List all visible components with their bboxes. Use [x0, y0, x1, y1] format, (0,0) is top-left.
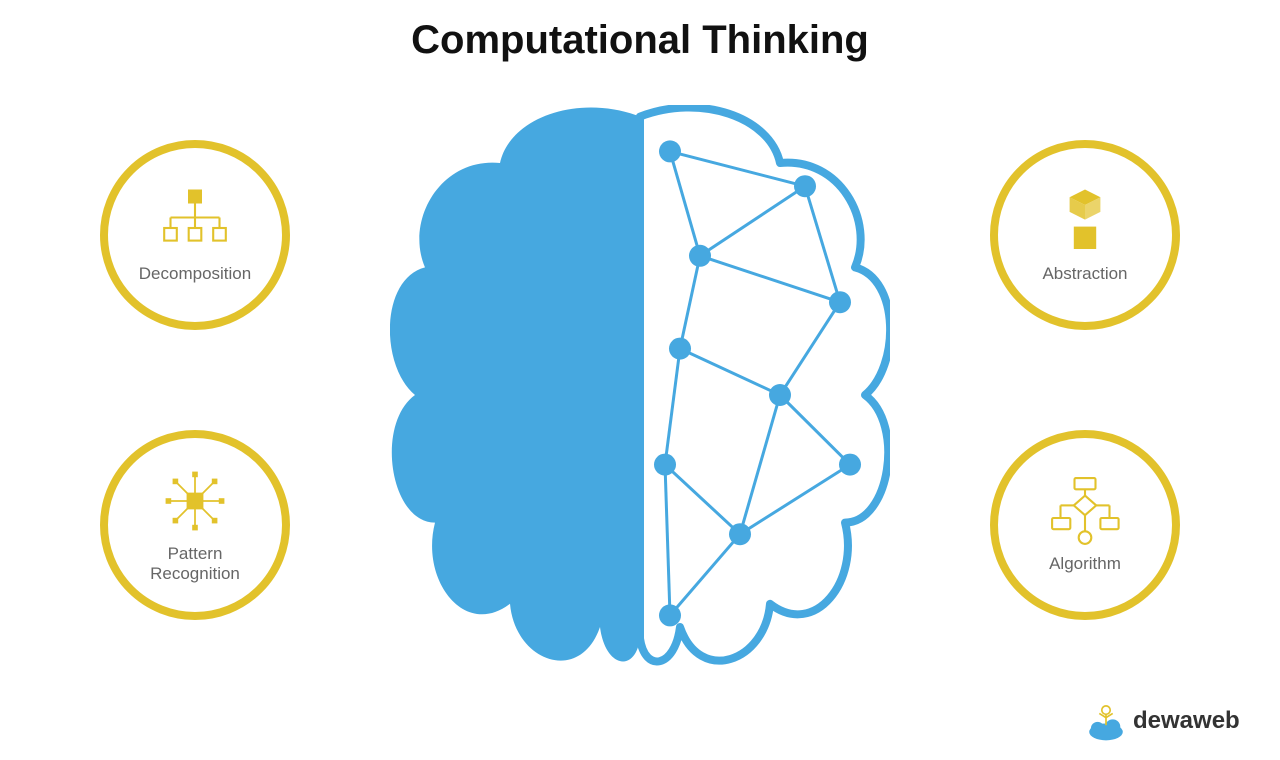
abstraction-icon	[1050, 186, 1120, 256]
brain-node	[829, 291, 851, 313]
brain-node	[659, 140, 681, 162]
brain-node	[659, 604, 681, 626]
pattern-label: PatternRecognition	[150, 544, 240, 585]
pattern-icon	[160, 466, 230, 536]
brain-node	[689, 245, 711, 267]
brain-node	[769, 384, 791, 406]
algorithm-icon	[1050, 476, 1120, 546]
brain-diagram	[390, 105, 890, 685]
brain-right-outline	[640, 107, 890, 661]
pill-decomposition: Decomposition	[100, 140, 290, 330]
algorithm-label: Algorithm	[1049, 554, 1121, 574]
brand-logo: dewaweb	[1085, 700, 1240, 742]
decomposition-label: Decomposition	[139, 264, 251, 284]
pill-pattern: PatternRecognition	[100, 430, 290, 620]
brain-svg	[390, 105, 890, 685]
brand-logo-text: dewaweb	[1133, 707, 1240, 735]
brain-node	[839, 454, 861, 476]
brain-node	[729, 523, 751, 545]
abstraction-label: Abstraction	[1042, 264, 1127, 284]
pill-algorithm: Algorithm	[990, 430, 1180, 620]
decomposition-icon	[160, 186, 230, 256]
brain-node	[654, 454, 676, 476]
brain-left	[390, 107, 640, 661]
brand-logo-icon	[1085, 700, 1127, 742]
pill-abstraction: Abstraction	[990, 140, 1180, 330]
title-text: Computational Thinking	[411, 18, 869, 62]
brain-node	[794, 175, 816, 197]
page-title: Computational Thinking	[0, 18, 1280, 63]
brain-node	[669, 338, 691, 360]
